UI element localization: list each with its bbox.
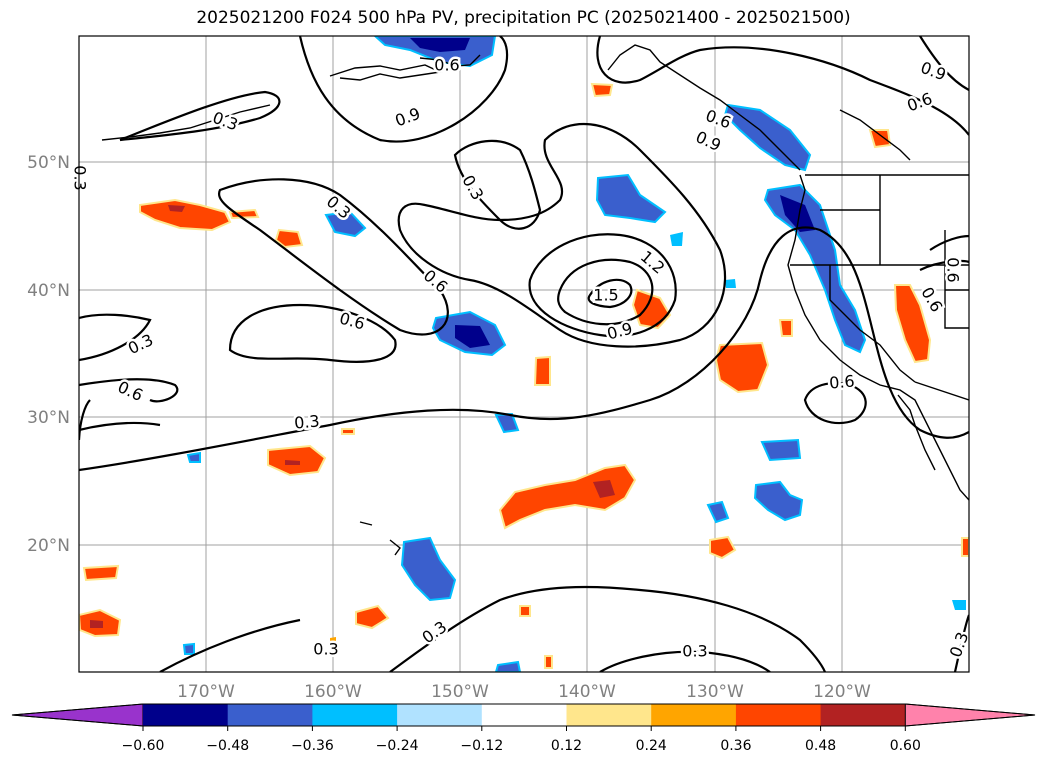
map-frame — [78, 35, 970, 673]
colorbar-tick-label: 0.24 — [636, 738, 667, 754]
colorbar-extend-high — [904, 703, 1036, 727]
precip-area — [714, 341, 770, 394]
precip-positive-areas — [79, 82, 969, 669]
lon-label: 150°W — [431, 682, 489, 702]
colorbar-segment — [227, 704, 313, 726]
contour-label: 1.5 — [593, 286, 618, 305]
colorbar-tick-label: −0.48 — [206, 738, 249, 754]
lat-label: 20°N — [27, 536, 70, 556]
precip-area — [228, 208, 260, 220]
precip-area — [341, 428, 355, 435]
colorbar-tick-label: −0.60 — [122, 738, 165, 754]
precip-area — [285, 460, 300, 465]
precip-area — [952, 600, 966, 610]
contour-label-halo: 0.3 — [682, 642, 707, 661]
colorbar-segment — [481, 704, 567, 726]
colorbar-tick-label: −0.24 — [376, 738, 419, 754]
contour-label: 0.3 — [313, 640, 338, 659]
contour-label: 0.6 — [828, 371, 855, 392]
lat-label: 30°N — [27, 408, 70, 428]
colorbar-segment — [735, 704, 822, 726]
lon-label: 160°W — [304, 682, 362, 702]
precip-area — [544, 655, 553, 669]
lat-label: 40°N — [27, 281, 70, 301]
colorbar-segment — [566, 704, 652, 726]
precip-area — [186, 451, 201, 463]
precip-area — [760, 438, 802, 462]
precip-area — [455, 325, 490, 348]
precip-area — [780, 195, 815, 232]
colorbar-tick-label: 0.36 — [720, 738, 751, 754]
precip-area — [533, 355, 551, 386]
precip-area — [90, 620, 103, 628]
colorbar-extend-low — [11, 703, 144, 727]
contour-label-halo: 0.3 — [313, 640, 338, 659]
colorbar-segment — [312, 704, 398, 726]
lat-label: 50°N — [27, 153, 70, 173]
precip-area — [593, 480, 615, 498]
contour-label-halo: 1.5 — [593, 286, 618, 305]
colorbar-tick-label: −0.36 — [291, 738, 334, 754]
coastlines — [101, 44, 969, 556]
precip-area — [324, 210, 367, 238]
colorbar-segment — [397, 704, 483, 726]
precip-area — [709, 535, 737, 560]
precip-area — [82, 564, 120, 582]
precip-area — [168, 205, 185, 212]
precip-area — [274, 228, 304, 249]
map-title: 2025021200 F024 500 hPa PV, precipitatio… — [196, 8, 851, 28]
precip-area — [893, 284, 932, 364]
precip-area — [961, 537, 969, 557]
colorbar-segment — [651, 704, 737, 726]
latitude-labels: 50°N 40°N 30°N 20°N — [27, 153, 70, 556]
precip-area — [595, 173, 667, 224]
precip-area — [182, 642, 195, 655]
colorbar-tick-label: 0.48 — [805, 738, 836, 754]
colorbar-segment — [820, 704, 906, 726]
gridlines — [79, 36, 969, 672]
longitude-labels: 170°W 160°W 150°W 140°W 130°W 120°W — [177, 682, 871, 702]
precip-area — [706, 500, 730, 524]
precip-area — [590, 82, 614, 98]
precip-area — [519, 605, 531, 617]
precip-area — [753, 480, 804, 522]
contour-label: 0.6 — [434, 56, 459, 75]
precip-area — [355, 604, 390, 630]
contour-label: 0.6 — [944, 257, 963, 282]
colorbar-tick-label: −0.12 — [460, 738, 503, 754]
lon-label: 130°W — [686, 682, 744, 702]
precip-area — [868, 129, 892, 149]
colorbar-tick-label: 0.12 — [551, 738, 582, 754]
contour-label-halo: 0.3 — [71, 165, 90, 190]
colorbar: −0.60 −0.48 −0.36 −0.24 −0.12 0.12 0.24 0.36 0.4… — [11, 703, 1036, 754]
contour-label: 0.3 — [71, 165, 90, 190]
contour-label-halo: 0.6 — [434, 56, 459, 75]
precip-area — [631, 288, 672, 330]
colorbar-tick-label: 0.60 — [890, 738, 921, 754]
precip-area — [778, 319, 793, 337]
map-area — [79, 36, 969, 672]
precip-area — [139, 198, 232, 232]
pv-contours — [79, 36, 969, 672]
colorbar-segment — [143, 704, 229, 726]
precip-area — [725, 279, 736, 288]
precip-area — [498, 463, 637, 530]
precip-area — [330, 637, 336, 644]
lon-label: 170°W — [177, 682, 235, 702]
precip-area — [494, 660, 522, 672]
precip-area — [410, 38, 470, 52]
precip-negative-areas — [182, 36, 966, 672]
lon-label: 140°W — [558, 682, 616, 702]
precip-area — [267, 444, 327, 477]
contour-label-halo: 0.6 — [944, 257, 963, 282]
lon-label: 120°W — [813, 682, 871, 702]
precip-area — [400, 536, 457, 602]
precip-area — [670, 232, 683, 246]
contour-label: 0.3 — [293, 411, 320, 432]
contour-label: 0.3 — [682, 642, 707, 661]
